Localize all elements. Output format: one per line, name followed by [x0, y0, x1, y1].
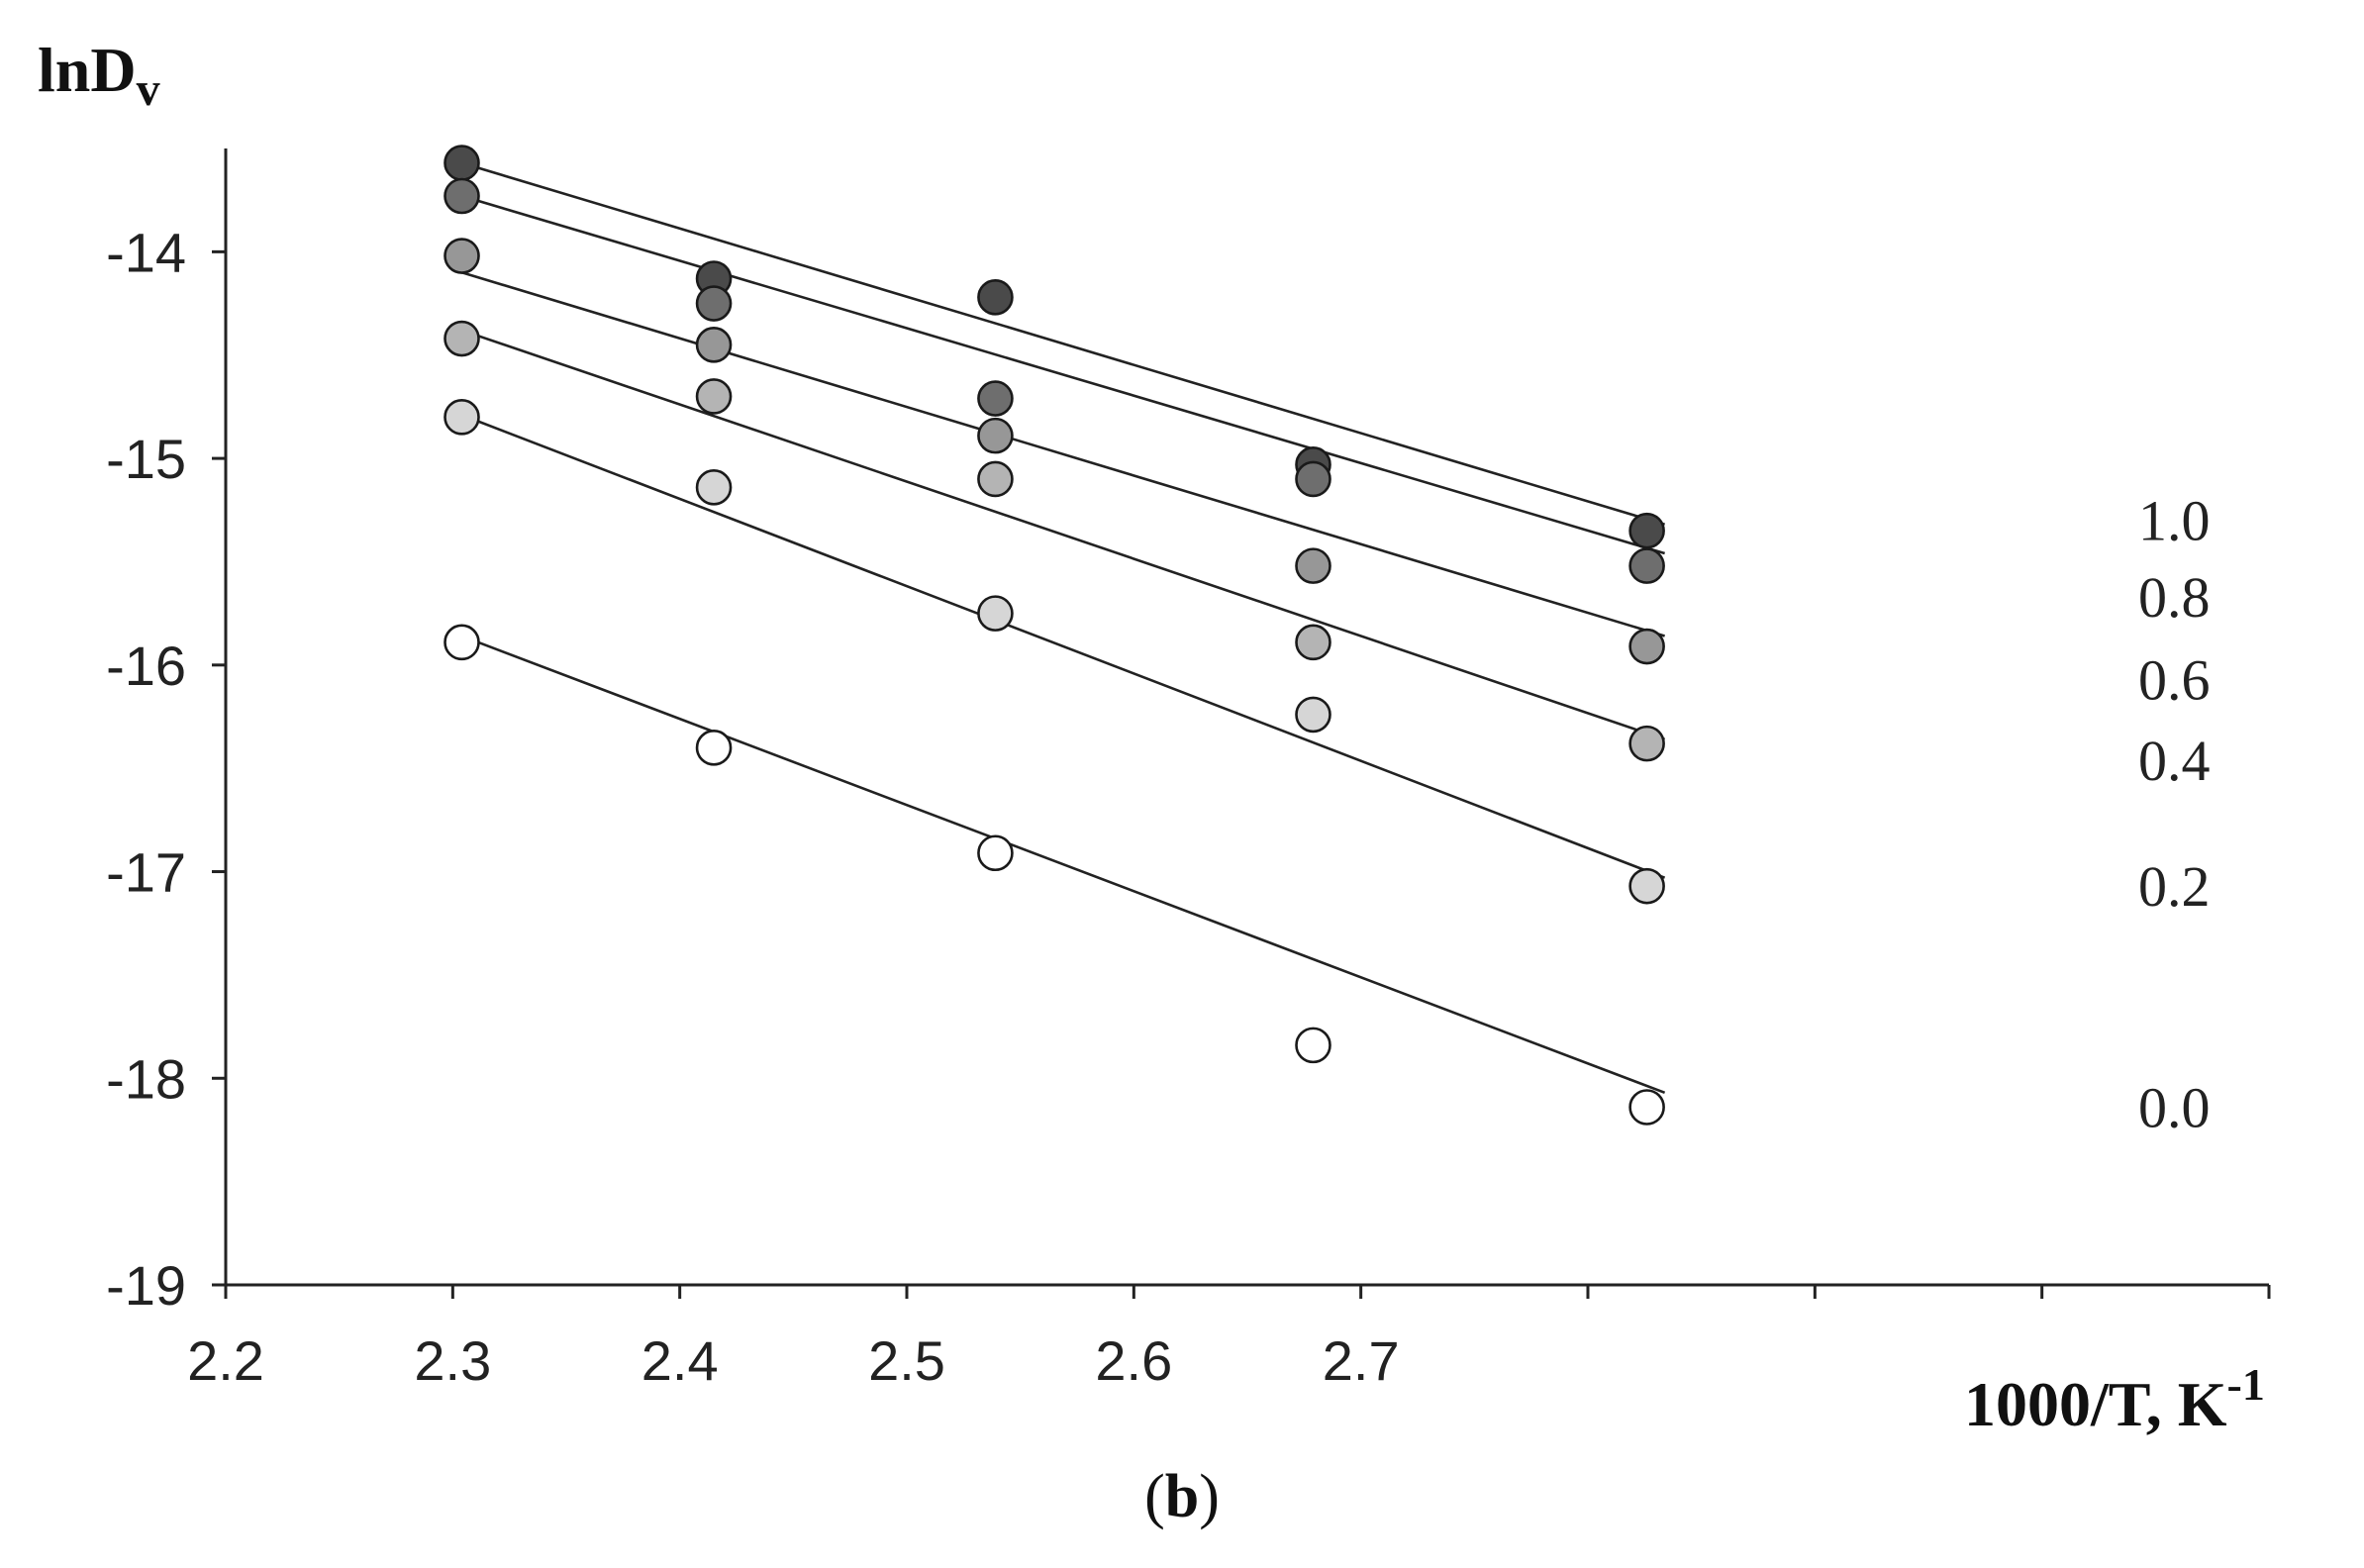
data-point [443, 399, 480, 436]
y-tick-label: -18 [106, 1047, 186, 1110]
data-point [695, 285, 733, 322]
series-label: 0.6 [2138, 647, 2211, 712]
panel-label: (b) [1144, 1463, 1220, 1530]
data-point [977, 278, 1014, 316]
x-tick-label: 2.2 [187, 1329, 264, 1392]
y-axis-title: lnDv [38, 35, 160, 116]
x-axis-title: 1000/T, K-1 [1964, 1359, 2265, 1439]
data-point [443, 238, 480, 274]
data-point [977, 380, 1014, 417]
series-label: 1.0 [2138, 489, 2211, 553]
x-tick-label: 2.3 [414, 1329, 491, 1392]
data-point [695, 326, 733, 363]
data-point [695, 469, 733, 506]
data-point [1628, 1089, 1665, 1126]
fit-line-0.4 [461, 329, 1666, 741]
data-point [977, 417, 1014, 454]
fit-lines [461, 161, 1666, 1095]
data-point [1628, 547, 1665, 584]
data-point [977, 595, 1014, 632]
y-tick-label: -17 [106, 841, 186, 904]
series-label: 0.0 [2138, 1075, 2211, 1139]
data-point [1295, 1027, 1331, 1064]
fit-line-0.0 [461, 635, 1666, 1095]
data-point [977, 834, 1014, 872]
series-labels: 1.0 0.8 0.6 0.4 0.2 0.0 [2138, 489, 2211, 1140]
fit-line-0.2 [461, 414, 1666, 879]
data-point [443, 177, 480, 215]
data-point [977, 460, 1014, 498]
series-label: 0.2 [2138, 854, 2211, 919]
series-label: 0.8 [2138, 565, 2211, 630]
fit-line-0.6 [461, 270, 1666, 637]
series-label: 0.4 [2138, 729, 2211, 793]
data-point [1628, 725, 1665, 762]
fit-line-1.0 [461, 161, 1666, 527]
data-points [443, 145, 1665, 1126]
y-tick-label: -16 [106, 635, 186, 697]
x-tick-label: 2.7 [1323, 1329, 1400, 1392]
data-point [1295, 460, 1331, 498]
data-point [1628, 512, 1665, 549]
data-point [443, 145, 480, 181]
data-point [1295, 696, 1331, 734]
x-tick-label: 2.5 [868, 1329, 945, 1392]
data-point [443, 320, 480, 357]
fit-line-0.8 [461, 194, 1665, 555]
y-tick-label: -19 [106, 1254, 186, 1317]
data-point [1295, 547, 1331, 584]
data-point [1295, 624, 1331, 661]
x-tick-label: 2.4 [641, 1329, 719, 1392]
data-point [695, 730, 733, 766]
data-point [1628, 867, 1665, 905]
axes: 2.2 2.3 2.4 2.5 2.6 2.7 -14 -15 -16 -17 -18 -19 [106, 148, 2271, 1392]
x-tick-label: 2.6 [1095, 1329, 1172, 1392]
y-tick-label: -15 [106, 428, 186, 490]
data-point [695, 378, 733, 415]
data-point [443, 624, 480, 661]
y-tick-label: -14 [106, 221, 186, 283]
data-point [1628, 628, 1665, 665]
